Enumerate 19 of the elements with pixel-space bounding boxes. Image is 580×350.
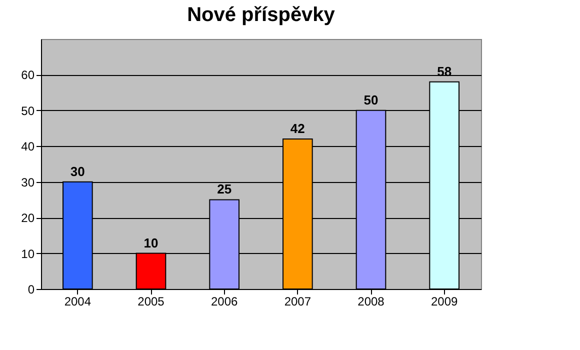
x-tick-label: 2009 [430, 294, 458, 308]
chart-title: Nové příspěvky [187, 4, 336, 26]
y-tick-label: 30 [21, 175, 35, 190]
x-tick-label: 2008 [358, 294, 385, 308]
y-tick-label: 60 [21, 68, 35, 82]
data-label: 30 [70, 164, 85, 179]
y-tick-label: 40 [21, 140, 35, 154]
y-tick-label: 20 [21, 211, 35, 226]
data-label: 50 [364, 92, 378, 108]
y-tick-label: 10 [21, 246, 35, 261]
data-label: 42 [290, 121, 305, 136]
x-tick-label: 2004 [64, 294, 92, 308]
x-tick-label: 2006 [210, 294, 238, 308]
x-tick-label: 2005 [138, 294, 165, 308]
y-tick-label: 50 [21, 104, 35, 118]
x-tick-label: 2007 [284, 294, 312, 308]
data-label: 10 [144, 235, 158, 250]
data-label: 25 [217, 182, 232, 197]
y-tick-label: 0 [28, 282, 35, 296]
